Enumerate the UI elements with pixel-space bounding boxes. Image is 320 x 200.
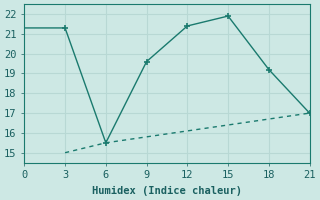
- X-axis label: Humidex (Indice chaleur): Humidex (Indice chaleur): [92, 186, 242, 196]
